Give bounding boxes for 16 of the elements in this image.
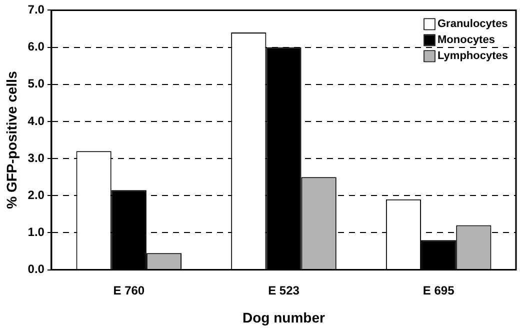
x-tick-label: E 695 [422, 283, 455, 298]
y-axis-title: % GFP-positive cells [3, 70, 20, 209]
y-tick-label: 1.0 [28, 225, 45, 240]
y-tick-label: 0.0 [28, 262, 45, 276]
x-axis-title: Dog number [242, 309, 326, 326]
y-tick-label: 7.0 [28, 2, 45, 17]
legend-label: Monocytes [438, 34, 495, 46]
legend-label: Lymphocytes [438, 50, 508, 62]
y-tick-label: 6.0 [28, 40, 45, 54]
y-tick-label: 5.0 [28, 76, 45, 91]
x-tick-label: E 523 [268, 283, 300, 298]
legend-label: Granulocytes [438, 18, 508, 30]
y-tick-label: 3.0 [28, 150, 45, 165]
x-tick-label: E 760 [113, 283, 145, 298]
y-tick-label: 4.0 [28, 114, 45, 128]
y-tick-label: 2.0 [28, 188, 45, 202]
